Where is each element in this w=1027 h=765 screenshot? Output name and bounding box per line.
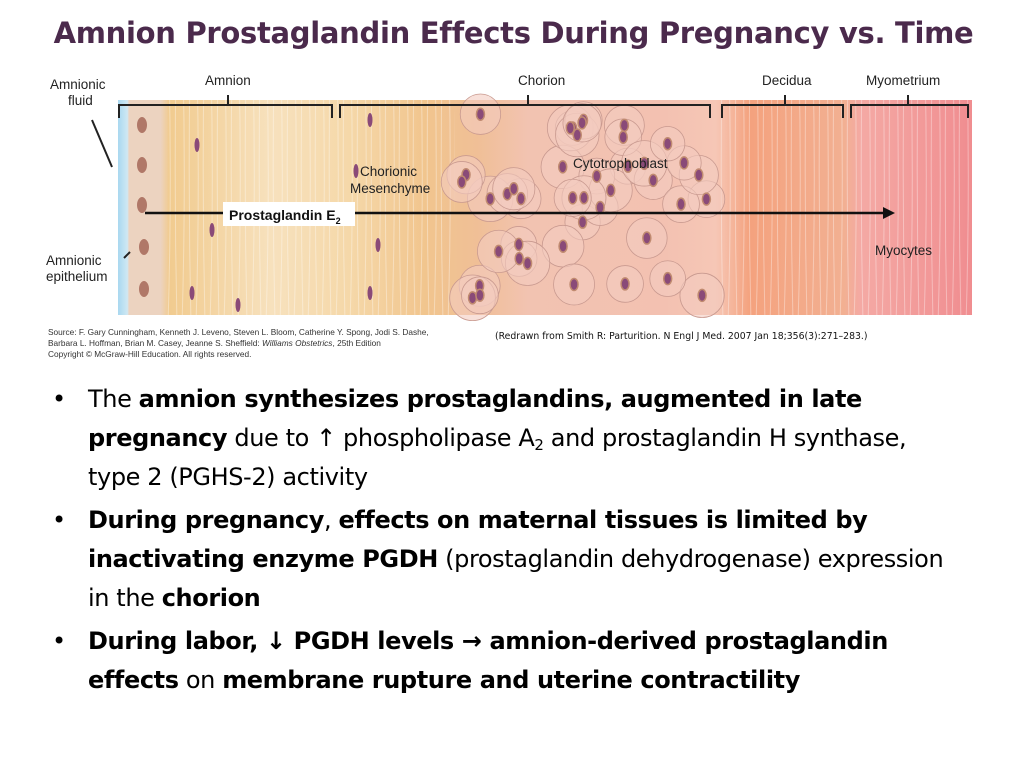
fibroblast-nucleus bbox=[367, 286, 373, 300]
cell-nucleus bbox=[662, 136, 673, 151]
nuclei bbox=[137, 107, 712, 312]
fetal-membrane-diagram: Amnionic fluid Amnion Chorion Decidua My… bbox=[46, 73, 972, 322]
cell-nucleus bbox=[642, 231, 652, 245]
figure-source: Source: F. Gary Cunningham, Kenneth J. L… bbox=[48, 327, 429, 360]
fibroblast-nucleus bbox=[194, 138, 200, 152]
cell-nucleus bbox=[557, 160, 568, 174]
fibroblast-nucleus bbox=[353, 164, 359, 178]
cell-nucleus bbox=[514, 251, 524, 266]
label-chorionic-1: Chorionic bbox=[360, 164, 417, 179]
epithelial-nucleus bbox=[137, 157, 147, 173]
fibroblast-nucleus bbox=[189, 286, 195, 300]
source-line-3: Copyright © McGraw-Hill Education. All r… bbox=[48, 349, 252, 359]
cell-nucleus bbox=[475, 107, 486, 121]
source-line-1: Source: F. Gary Cunningham, Kenneth J. L… bbox=[48, 327, 429, 337]
cell-nucleus bbox=[516, 191, 526, 206]
pointer-amnionic-fluid bbox=[91, 119, 113, 168]
source-line-2: Barbara L. Hoffman, Brian M. Casey, Jean… bbox=[48, 338, 381, 348]
label-myometrium: Myometrium bbox=[866, 73, 940, 88]
cell-nucleus bbox=[662, 271, 673, 286]
label-amnionic-fluid-2: fluid bbox=[68, 93, 93, 108]
cell-nucleus bbox=[701, 192, 712, 206]
cell-nucleus bbox=[579, 191, 589, 205]
label-amnion: Amnion bbox=[205, 73, 251, 88]
cell-nucleus bbox=[569, 277, 579, 292]
cell-nucleus bbox=[697, 288, 707, 303]
fibroblast-nucleus bbox=[209, 223, 215, 237]
cell-nucleus bbox=[676, 197, 686, 211]
cell-nucleus bbox=[605, 183, 616, 198]
cell-nucleus bbox=[457, 175, 467, 189]
cell-nucleus bbox=[620, 277, 630, 291]
label-cytotrophoblast: Cytotrophoblast bbox=[573, 156, 668, 171]
cell-nucleus bbox=[572, 128, 583, 142]
bullet-list: • The amnion synthesizes prostaglandins, … bbox=[52, 380, 952, 704]
bracket-chorion bbox=[339, 95, 711, 118]
cell-nucleus bbox=[648, 173, 658, 188]
cell-nucleus bbox=[485, 192, 495, 206]
epithelial-nucleus bbox=[139, 239, 149, 255]
cell-nucleus bbox=[694, 168, 704, 182]
svg-text:Prostaglandin E2: Prostaglandin E2 bbox=[229, 207, 341, 226]
cell-nucleus bbox=[595, 200, 605, 215]
citation: (Redrawn from Smith R: Parturition. N En… bbox=[495, 331, 868, 342]
label-myocytes: Myocytes bbox=[875, 243, 932, 258]
label-chorion: Chorion bbox=[518, 73, 565, 88]
label-chorionic-2: Mesenchyme bbox=[350, 181, 430, 196]
slide-title: Amnion Prostaglandin Effects During Preg… bbox=[53, 16, 974, 50]
fibroblast-nucleus bbox=[367, 113, 373, 127]
cell-nucleus bbox=[565, 121, 576, 135]
bracket-myometrium bbox=[850, 95, 969, 118]
cell-nucleus bbox=[509, 181, 519, 196]
bullet-item-1: • The amnion synthesizes prostaglandins, … bbox=[52, 385, 907, 491]
cell-nucleus bbox=[623, 159, 633, 173]
cell-nucleus bbox=[619, 118, 630, 133]
label-decidua: Decidua bbox=[762, 73, 812, 88]
cell-nucleus bbox=[577, 116, 587, 130]
bullet-item-3: • During labor, ↓ PGDH levels → amnion-de… bbox=[52, 627, 888, 694]
epithelial-nucleus bbox=[137, 117, 147, 133]
bracket-decidua bbox=[721, 95, 844, 118]
epithelial-nucleus bbox=[137, 197, 147, 213]
fibroblast-nucleus bbox=[375, 238, 381, 252]
bullet-item-2: • During pregnancy, effects on maternal t… bbox=[52, 506, 944, 612]
label-amnionic-epithelium-1: Amnionic bbox=[46, 253, 102, 268]
bracket-amnion bbox=[118, 95, 333, 118]
cell-nucleus bbox=[679, 156, 689, 170]
cell-nucleus bbox=[592, 169, 602, 183]
cell-nucleus bbox=[493, 244, 504, 259]
cell-nucleus bbox=[558, 239, 568, 253]
cell-nucleus bbox=[567, 191, 578, 205]
epithelial-nucleus bbox=[139, 281, 149, 297]
cell-nucleus bbox=[639, 156, 650, 171]
label-amnionic-fluid-1: Amnionic bbox=[50, 77, 106, 92]
label-amnionic-epithelium-2: epithelium bbox=[46, 269, 108, 284]
fibroblast-nucleus bbox=[235, 298, 241, 312]
cell-nucleus bbox=[522, 256, 533, 271]
cell-nucleus bbox=[618, 130, 628, 144]
label-prostaglandin: Prostaglandin E bbox=[229, 207, 336, 223]
cell-nucleus bbox=[514, 237, 524, 252]
cell-nucleus bbox=[577, 215, 588, 229]
pointer-amnionic-epithelium bbox=[123, 251, 131, 259]
cell-nucleus bbox=[475, 288, 485, 302]
prostaglandin-arrow: Prostaglandin E2 bbox=[145, 202, 895, 226]
section-brackets bbox=[91, 95, 969, 259]
